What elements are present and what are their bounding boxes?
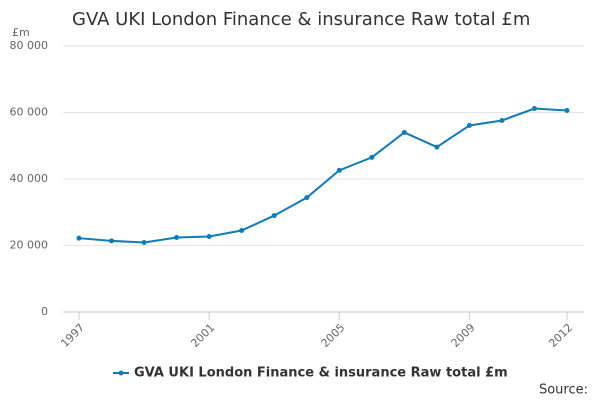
point — [499, 117, 505, 123]
point — [141, 240, 147, 246]
point — [466, 122, 472, 128]
y-tick-label: 60 000 — [10, 106, 49, 119]
legend-marker — [118, 370, 124, 376]
y-tick-label: 80 000 — [10, 39, 49, 52]
point — [369, 154, 375, 160]
point — [109, 238, 115, 244]
point — [174, 235, 180, 241]
point — [564, 108, 570, 114]
point — [271, 213, 277, 219]
x-tick-label: 2009 — [449, 321, 478, 350]
y-tick-label: 0 — [41, 305, 48, 318]
point — [434, 144, 440, 150]
x-tick-label: 2012 — [546, 321, 575, 350]
x-tick-label: 2005 — [319, 321, 348, 350]
point — [531, 106, 537, 112]
y-tick-label: 40 000 — [10, 172, 49, 185]
y-tick-label: 20 000 — [10, 239, 49, 252]
point — [304, 195, 310, 201]
x-tick-label: 1997 — [58, 321, 87, 350]
source: Source: — [539, 383, 588, 398]
point — [239, 228, 245, 234]
point — [401, 129, 407, 135]
y-unit: £m — [12, 26, 30, 39]
point — [336, 167, 342, 173]
point — [76, 235, 82, 241]
point — [206, 234, 212, 240]
legend-label: GVA UKI London Finance & insurance Raw t… — [134, 366, 508, 381]
chart-title: GVA UKI London Finance & insurance Raw t… — [72, 9, 530, 30]
series-line — [78, 107, 568, 244]
x-tick-label: 2001 — [188, 321, 217, 350]
